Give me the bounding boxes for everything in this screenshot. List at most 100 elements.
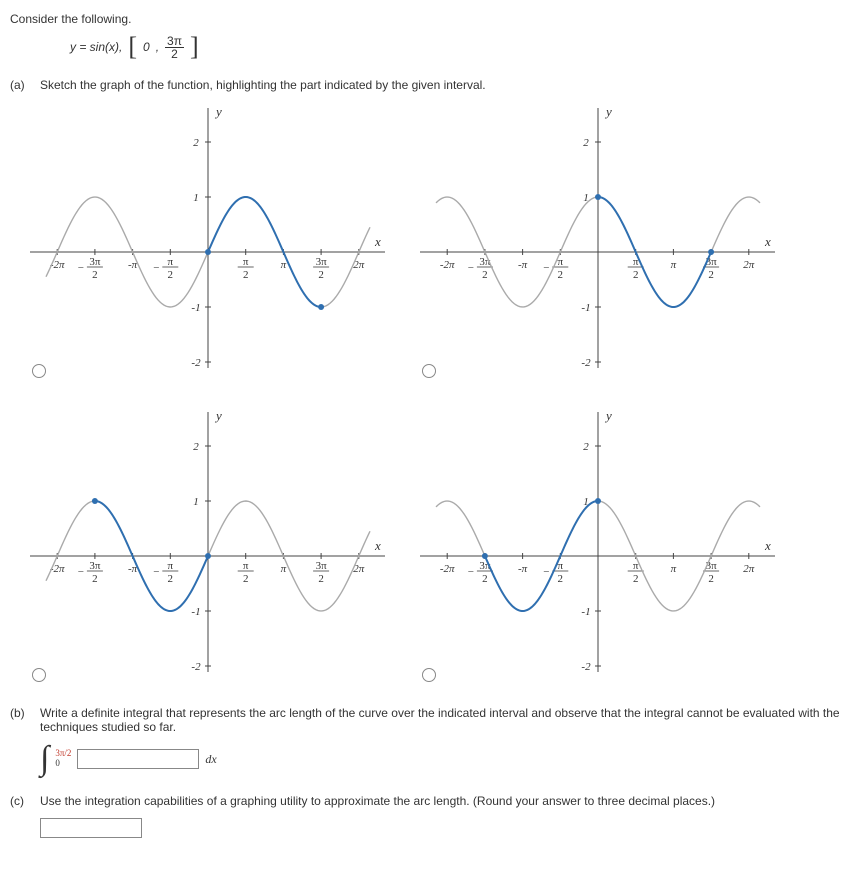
bracket-left: [ <box>128 34 137 60</box>
part-a-text: Sketch the graph of the function, highli… <box>40 78 486 92</box>
svg-text:y: y <box>604 408 612 423</box>
svg-text:−: − <box>468 566 474 578</box>
svg-text:2: 2 <box>92 269 98 281</box>
svg-text:−: − <box>78 566 84 578</box>
svg-text:y: y <box>214 104 222 119</box>
svg-text:-1: -1 <box>191 302 200 314</box>
svg-text:2π: 2π <box>743 563 755 575</box>
svg-text:y: y <box>604 104 612 119</box>
svg-text:2π: 2π <box>743 259 755 271</box>
part-b: (b) Write a definite integral that repre… <box>10 706 842 734</box>
svg-text:-π: -π <box>518 563 528 575</box>
svg-text:2: 2 <box>482 269 488 281</box>
part-c-tag: (c) <box>10 794 30 808</box>
svg-text:-2: -2 <box>581 661 591 673</box>
svg-text:2: 2 <box>243 269 249 281</box>
integrand-input[interactable] <box>77 749 199 769</box>
intro-text: Consider the following. <box>10 12 842 26</box>
svg-text:-2: -2 <box>191 661 201 673</box>
svg-text:x: x <box>764 234 771 249</box>
svg-text:2: 2 <box>558 573 564 585</box>
svg-text:-1: -1 <box>581 302 590 314</box>
svg-text:2: 2 <box>708 573 714 585</box>
svg-text:1: 1 <box>193 496 199 508</box>
svg-text:−: − <box>153 566 159 578</box>
arc-length-input[interactable] <box>40 818 142 838</box>
graph-svg: x y 21-1-2 -2π−3π2-π−π2π2π3π22π <box>420 406 775 674</box>
part-a-tag: (a) <box>10 78 30 92</box>
svg-text:−: − <box>543 566 549 578</box>
frac-den: 2 <box>169 48 180 60</box>
svg-text:3π: 3π <box>89 256 101 268</box>
integral-block: ∫ 3π/2 0 dx <box>40 744 842 774</box>
graph-option-1[interactable]: x y 21-1-2 -2π−3π2-π−π2π2π3π22π <box>30 102 400 382</box>
svg-text:π: π <box>243 256 249 268</box>
interval-high-frac: 3π 2 <box>165 35 184 60</box>
svg-text:−: − <box>153 262 159 274</box>
radio-icon[interactable] <box>422 364 436 378</box>
svg-text:2: 2 <box>708 269 714 281</box>
svg-text:3π: 3π <box>316 256 328 268</box>
svg-text:−: − <box>78 262 84 274</box>
svg-text:-2: -2 <box>581 357 591 369</box>
part-c: (c) Use the integration capabilities of … <box>10 794 842 808</box>
svg-text:−: − <box>468 262 474 274</box>
svg-text:2: 2 <box>633 269 639 281</box>
svg-text:x: x <box>374 234 381 249</box>
svg-text:2: 2 <box>583 137 589 149</box>
svg-text:x: x <box>764 538 771 553</box>
svg-text:3π: 3π <box>89 560 101 572</box>
radio-icon[interactable] <box>32 364 46 378</box>
svg-text:-1: -1 <box>191 606 200 618</box>
part-a: (a) Sketch the graph of the function, hi… <box>10 78 842 92</box>
svg-text:π: π <box>671 563 677 575</box>
lower-limit: 0 <box>55 759 71 769</box>
svg-text:-1: -1 <box>581 606 590 618</box>
svg-text:π: π <box>168 256 174 268</box>
svg-text:π: π <box>281 259 287 271</box>
interval-comma: , <box>156 40 159 54</box>
svg-text:2: 2 <box>168 573 174 585</box>
eq-lhs: y = sin(x), <box>70 40 122 54</box>
graph-svg: x y 21-1-2 -2π−3π2-π−π2π2π3π22π <box>420 102 775 370</box>
svg-text:π: π <box>243 560 249 572</box>
dx-label: dx <box>205 752 216 767</box>
part-b-tag: (b) <box>10 706 30 734</box>
svg-text:2: 2 <box>193 441 199 453</box>
graph-option-2[interactable]: x y 21-1-2 -2π−3π2-π−π2π2π3π22π <box>420 102 790 382</box>
svg-text:-π: -π <box>518 259 528 271</box>
svg-text:2: 2 <box>583 441 589 453</box>
svg-text:−: − <box>543 262 549 274</box>
graph-options-grid: x y 21-1-2 -2π−3π2-π−π2π2π3π22π x y 21-1… <box>30 102 842 686</box>
frac-num: 3π <box>165 35 184 48</box>
graph-option-4[interactable]: x y 21-1-2 -2π−3π2-π−π2π2π3π22π <box>420 406 790 686</box>
svg-text:2: 2 <box>482 573 488 585</box>
equation-block: y = sin(x), [ 0 , 3π 2 ] <box>70 34 842 60</box>
svg-text:y: y <box>214 408 222 423</box>
interval-low: 0 <box>143 40 150 54</box>
svg-text:-2π: -2π <box>440 259 455 271</box>
radio-icon[interactable] <box>422 668 436 682</box>
radio-icon[interactable] <box>32 668 46 682</box>
svg-text:π: π <box>671 259 677 271</box>
svg-text:3π: 3π <box>316 560 328 572</box>
svg-text:2: 2 <box>318 573 324 585</box>
svg-text:2: 2 <box>193 137 199 149</box>
svg-text:2: 2 <box>318 269 324 281</box>
graph-svg: x y 21-1-2 -2π−3π2-π−π2π2π3π22π <box>30 102 385 370</box>
svg-text:π: π <box>281 563 287 575</box>
bracket-right: ] <box>190 34 199 60</box>
svg-text:2: 2 <box>633 573 639 585</box>
graph-svg: x y 21-1-2 -2π−3π2-π−π2π2π3π22π <box>30 406 385 674</box>
svg-text:x: x <box>374 538 381 553</box>
svg-text:-2: -2 <box>191 357 201 369</box>
part-c-text: Use the integration capabilities of a gr… <box>40 794 715 808</box>
svg-text:2: 2 <box>92 573 98 585</box>
svg-text:1: 1 <box>193 192 199 204</box>
part-b-text: Write a definite integral that represent… <box>40 706 842 734</box>
integral-limits: 3π/2 0 <box>55 749 71 769</box>
svg-text:2: 2 <box>558 269 564 281</box>
svg-text:2: 2 <box>168 269 174 281</box>
graph-option-3[interactable]: x y 21-1-2 -2π−3π2-π−π2π2π3π22π <box>30 406 400 686</box>
svg-text:2: 2 <box>243 573 249 585</box>
